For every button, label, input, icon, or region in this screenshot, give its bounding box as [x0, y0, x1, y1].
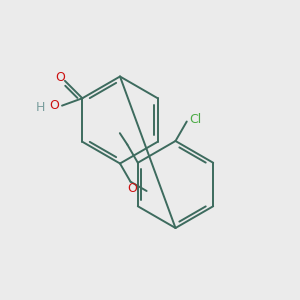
Text: O: O — [56, 71, 65, 84]
Text: O: O — [128, 182, 137, 195]
Text: Cl: Cl — [189, 112, 201, 126]
Text: O: O — [50, 99, 59, 112]
Text: H: H — [36, 100, 45, 114]
